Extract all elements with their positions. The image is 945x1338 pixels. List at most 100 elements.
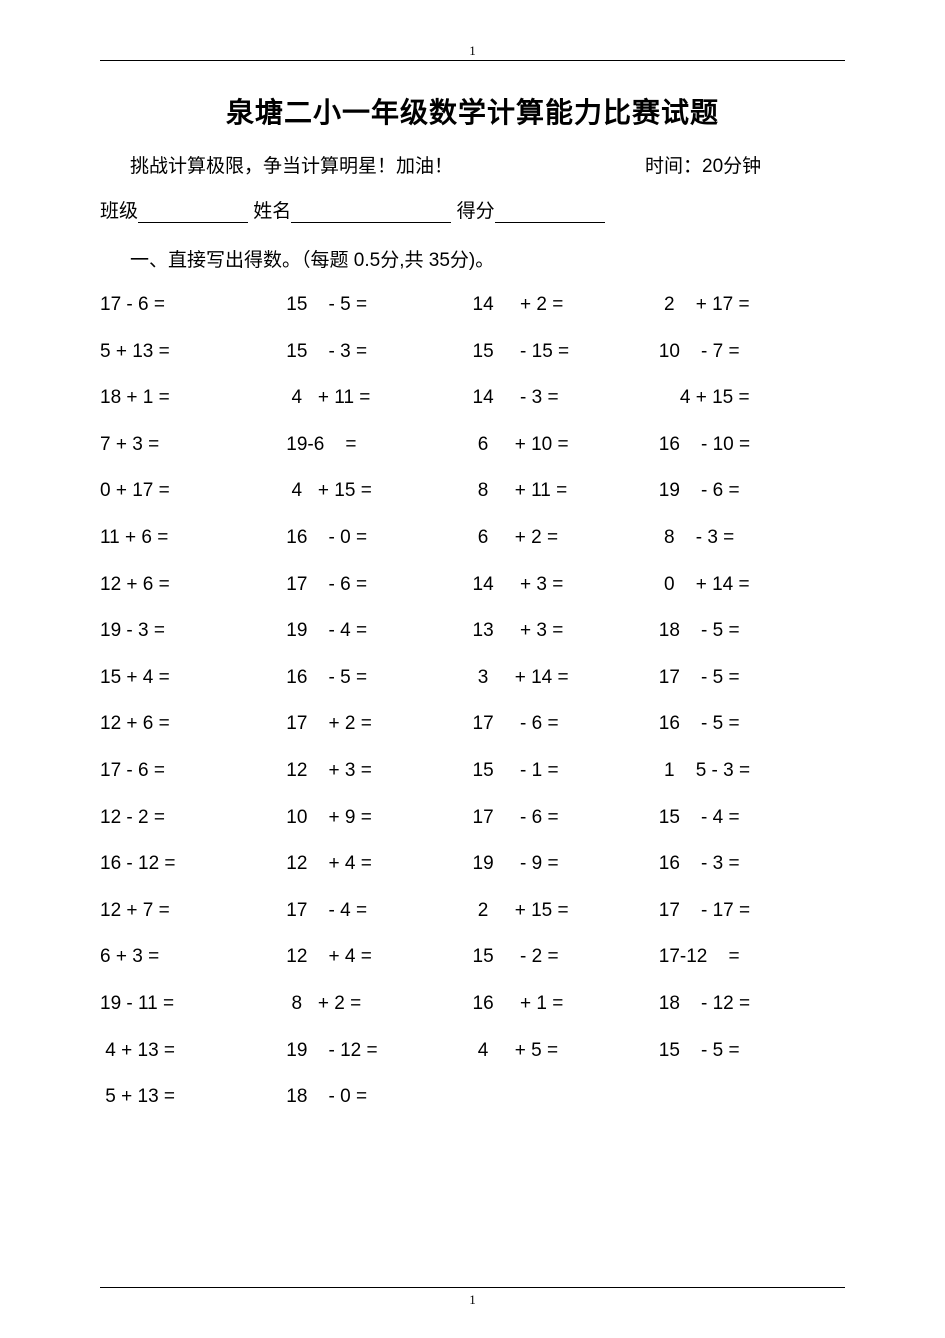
class-label: 班级: [100, 201, 138, 222]
problem-cell: 6 + 3 =: [100, 944, 286, 971]
problem-cell: 19 - 12 =: [286, 1038, 472, 1065]
problem-row: 6 + 3 =12 + 4 =15 - 2 =17-12 =: [100, 944, 845, 971]
problem-row: 17 - 6 =15 - 5 =14 + 2 = 2 + 17 =: [100, 292, 845, 319]
problem-cell: 15 - 1 =: [473, 758, 659, 785]
problem-cell: 16 - 0 =: [286, 525, 472, 552]
problem-row: 12 + 6 =17 + 2 =17 - 6 =16 - 5 =: [100, 711, 845, 738]
problem-cell: 10 + 9 =: [286, 805, 472, 832]
header-page-number: 1: [465, 43, 480, 59]
problem-row: 11 + 6 =16 - 0 = 6 + 2 = 8 - 3 =: [100, 525, 845, 552]
problem-cell: 12 + 6 =: [100, 711, 286, 738]
problem-row: 15 + 4 =16 - 5 = 3 + 14 =17 - 5 =: [100, 665, 845, 692]
subtitle-row: 挑战计算极限，争当计算明星！加油！ 时间：20分钟: [130, 151, 845, 178]
problem-cell: 17 - 4 =: [286, 898, 472, 925]
problem-cell: 17 - 17 =: [659, 898, 845, 925]
problem-cell: 2 + 15 =: [473, 898, 659, 925]
problem-cell: 4 + 11 =: [286, 385, 472, 412]
score-blank[interactable]: [495, 203, 605, 223]
problem-cell: 18 - 12 =: [659, 991, 845, 1018]
problem-cell: 0 + 14 =: [659, 572, 845, 599]
problem-cell: 17 - 5 =: [659, 665, 845, 692]
problem-row: 0 + 17 = 4 + 15 = 8 + 11 =19 - 6 =: [100, 478, 845, 505]
problem-cell: 5 + 13 =: [100, 339, 286, 366]
problem-cell: 18 - 5 =: [659, 618, 845, 645]
problem-row: 19 - 3 =19 - 4 =13 + 3 =18 - 5 =: [100, 618, 845, 645]
problem-cell: 6 + 10 =: [473, 432, 659, 459]
problem-cell: 0 + 17 =: [100, 478, 286, 505]
problem-row: 7 + 3 =19-6 = 6 + 10 =16 - 10 =: [100, 432, 845, 459]
problem-cell: 15 - 5 =: [659, 1038, 845, 1065]
problem-cell: 17 - 6 =: [100, 292, 286, 319]
problem-cell: 12 + 7 =: [100, 898, 286, 925]
problem-row: 19 - 11 = 8 + 2 =16 + 1 =18 - 12 =: [100, 991, 845, 1018]
problem-cell: 11 + 6 =: [100, 525, 286, 552]
problem-cell: 16 - 5 =: [659, 711, 845, 738]
footer-page-number: 1: [469, 1292, 476, 1308]
problem-cell: 4 + 13 =: [100, 1038, 286, 1065]
problem-cell: 15 - 4 =: [659, 805, 845, 832]
problem-cell: 18 + 1 =: [100, 385, 286, 412]
problem-cell: 4 + 15 =: [286, 478, 472, 505]
problem-cell: 8 + 11 =: [473, 478, 659, 505]
problem-cell: 15 - 3 =: [286, 339, 472, 366]
problem-cell: 4 + 5 =: [473, 1038, 659, 1065]
problem-cell: 19 - 11 =: [100, 991, 286, 1018]
section-1-title: 一、直接写出得数。（每题 0.5分,共 35分)。: [130, 245, 845, 272]
problem-cell: 16 + 1 =: [473, 991, 659, 1018]
subtitle-slogan: 挑战计算极限，争当计算明星！加油！: [130, 151, 645, 178]
problem-cell: 17 - 6 =: [286, 572, 472, 599]
problem-row: 18 + 1 = 4 + 11 =14 - 3 = 4 + 15 =: [100, 385, 845, 412]
problem-cell: 2 + 17 =: [659, 292, 845, 319]
problem-cell: 16 - 10 =: [659, 432, 845, 459]
problem-cell: 12 + 3 =: [286, 758, 472, 785]
problem-cell: 6 + 2 =: [473, 525, 659, 552]
problem-cell: 14 - 3 =: [473, 385, 659, 412]
problem-cell: 15 - 5 =: [286, 292, 472, 319]
problem-cell: 17 - 6 =: [473, 805, 659, 832]
problem-cell: 17 - 6 =: [100, 758, 286, 785]
problem-row: 4 + 13 =19 - 12 = 4 + 5 =15 - 5 =: [100, 1038, 845, 1065]
problem-row: 16 - 12 =12 + 4 =19 - 9 =16 - 3 =: [100, 851, 845, 878]
problem-cell: 3 + 14 =: [473, 665, 659, 692]
score-label: 得分: [457, 201, 495, 222]
problem-cell: 1 5 - 3 =: [659, 758, 845, 785]
problems-grid: 17 - 6 =15 - 5 =14 + 2 = 2 + 17 =5 + 13 …: [100, 292, 845, 1111]
problem-cell: 5 + 13 =: [100, 1084, 286, 1111]
problem-cell: [473, 1084, 659, 1111]
problem-cell: 12 + 4 =: [286, 944, 472, 971]
problem-cell: 12 + 4 =: [286, 851, 472, 878]
problem-cell: 14 + 2 =: [473, 292, 659, 319]
problem-row: 12 - 2 =10 + 9 =17 - 6 =15 - 4 =: [100, 805, 845, 832]
problem-cell: 19 - 3 =: [100, 618, 286, 645]
footer-rule: [100, 1287, 845, 1288]
class-blank[interactable]: [138, 203, 248, 223]
problem-cell: 15 + 4 =: [100, 665, 286, 692]
problem-row: 12 + 7 =17 - 4 = 2 + 15 =17 - 17 =: [100, 898, 845, 925]
subtitle-time: 时间：20分钟: [645, 151, 845, 178]
name-blank[interactable]: [291, 203, 451, 223]
problem-cell: 8 - 3 =: [659, 525, 845, 552]
problem-cell: 19 - 6 =: [659, 478, 845, 505]
problem-row: 12 + 6 =17 - 6 =14 + 3 = 0 + 14 =: [100, 572, 845, 599]
problem-cell: 12 - 2 =: [100, 805, 286, 832]
problem-cell: 15 - 15 =: [473, 339, 659, 366]
problem-cell: [659, 1084, 845, 1111]
problem-cell: 12 + 6 =: [100, 572, 286, 599]
problem-cell: 4 + 15 =: [659, 385, 845, 412]
problem-row: 17 - 6 =12 + 3 =15 - 1 = 1 5 - 3 =: [100, 758, 845, 785]
problem-cell: 17 - 6 =: [473, 711, 659, 738]
problem-cell: 13 + 3 =: [473, 618, 659, 645]
problem-cell: 8 + 2 =: [286, 991, 472, 1018]
problem-cell: 18 - 0 =: [286, 1084, 472, 1111]
problem-cell: 17-12 =: [659, 944, 845, 971]
student-info-row: 班级 姓名 得分: [100, 196, 845, 223]
problem-cell: 16 - 5 =: [286, 665, 472, 692]
worksheet-page: 1 泉塘二小一年级数学计算能力比赛试题 挑战计算极限，争当计算明星！加油！ 时间…: [0, 0, 945, 1171]
page-title: 泉塘二小一年级数学计算能力比赛试题: [100, 91, 845, 131]
problem-cell: 15 - 2 =: [473, 944, 659, 971]
problem-cell: 14 + 3 =: [473, 572, 659, 599]
name-label: 姓名: [253, 201, 291, 222]
problem-row: 5 + 13 =15 - 3 =15 - 15 =10 - 7 =: [100, 339, 845, 366]
problem-cell: 10 - 7 =: [659, 339, 845, 366]
problem-cell: 19 - 9 =: [473, 851, 659, 878]
